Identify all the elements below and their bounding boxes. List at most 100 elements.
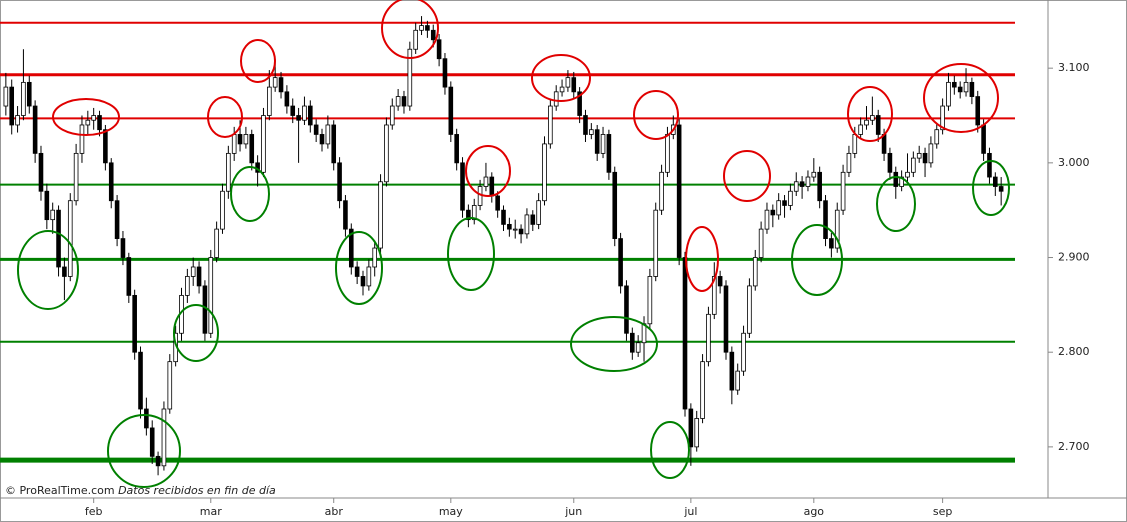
candle-body <box>542 143 547 202</box>
candle-body <box>922 152 928 164</box>
candle-body <box>665 134 670 173</box>
candle-body <box>132 294 137 353</box>
candle-body <box>518 228 524 235</box>
candle-body <box>788 190 793 206</box>
candle-body <box>548 105 553 145</box>
plot-area <box>0 16 1015 476</box>
support-circle <box>447 217 495 291</box>
candle-body <box>149 427 155 457</box>
candle-body <box>589 129 594 135</box>
candle-body <box>56 209 61 268</box>
candle-body <box>834 209 840 249</box>
candle-body <box>155 455 161 467</box>
candle-body <box>975 96 981 126</box>
x-tick-label: jul <box>683 505 697 518</box>
candle-body <box>735 370 741 391</box>
candle-body <box>38 152 44 192</box>
candle-body <box>126 257 132 296</box>
candle-body <box>360 276 366 287</box>
support-circle <box>230 166 270 222</box>
candle-body <box>969 81 975 97</box>
candle-body <box>436 39 442 60</box>
candle-body <box>553 91 559 107</box>
resistance-circle <box>381 0 439 59</box>
candle-body <box>741 332 746 372</box>
candle-body <box>62 266 67 277</box>
candle-body <box>963 81 969 93</box>
candle-body <box>747 285 752 334</box>
candle-body <box>430 29 436 41</box>
candle-body <box>846 152 852 173</box>
candle-body <box>73 152 79 202</box>
candle-body <box>858 124 863 135</box>
candle-body <box>26 81 32 107</box>
candle-body <box>243 134 249 145</box>
candle-body <box>284 91 290 107</box>
candle-body <box>940 105 945 131</box>
candle-body <box>635 342 641 353</box>
candle-body <box>185 276 190 296</box>
candle-body <box>682 257 688 410</box>
candle-body <box>442 58 448 88</box>
candle-body <box>44 190 50 221</box>
candle-body <box>495 195 500 211</box>
candle-body <box>823 200 828 239</box>
candle-body <box>793 181 799 192</box>
resistance-circle <box>723 150 771 202</box>
resistance-circle <box>465 145 511 197</box>
x-tick-label: feb <box>85 505 103 518</box>
candle-body <box>536 200 541 225</box>
candle-body <box>378 181 383 249</box>
candle-body <box>946 81 951 107</box>
candle-body <box>799 181 805 187</box>
source-note: Datos recibidos en fin de día <box>118 484 276 497</box>
candle-body <box>916 152 922 159</box>
support-circle <box>650 421 690 479</box>
candle-body <box>138 351 143 410</box>
resistance-circle <box>633 90 679 140</box>
x-tick-label: abr <box>325 505 344 518</box>
candle-body <box>618 238 623 287</box>
candle-body <box>934 129 940 145</box>
candle-body <box>419 25 424 31</box>
support-circle <box>335 231 383 305</box>
candle-body <box>196 266 202 287</box>
candle-body <box>32 105 38 154</box>
candle-body <box>319 134 325 145</box>
candle-body <box>694 418 700 448</box>
candle-body <box>167 361 173 410</box>
candle-body <box>571 77 577 93</box>
resistance-circle <box>240 39 276 83</box>
candle-body <box>717 276 723 287</box>
candle-body <box>559 86 565 93</box>
candle-body <box>729 351 735 391</box>
candle-body <box>114 200 120 239</box>
candle-body <box>952 81 957 88</box>
candle-body <box>79 124 85 154</box>
candle-body <box>805 176 811 187</box>
candle-body <box>911 157 916 173</box>
candle-body <box>612 171 618 239</box>
candle-body <box>905 171 910 178</box>
candle-body <box>782 200 787 206</box>
candle-body <box>278 77 284 93</box>
candle-body <box>700 361 705 419</box>
candle-body <box>395 96 401 107</box>
support-circle <box>17 230 79 310</box>
candle-body <box>770 209 776 216</box>
source-text: © ProRealTime.com <box>5 484 115 497</box>
candle-body <box>811 171 817 178</box>
candle-body <box>870 115 875 121</box>
x-tick-label: jun <box>564 505 582 518</box>
candle-body <box>108 162 114 202</box>
candle-body <box>425 25 430 31</box>
candle-body <box>864 119 869 126</box>
candle-body <box>659 171 664 211</box>
candle-body <box>296 115 301 121</box>
x-tick-label: mar <box>200 505 222 518</box>
x-tick-label: may <box>439 505 463 518</box>
candle-body <box>501 209 506 225</box>
support-circle <box>173 304 219 362</box>
candle-body <box>752 257 758 287</box>
